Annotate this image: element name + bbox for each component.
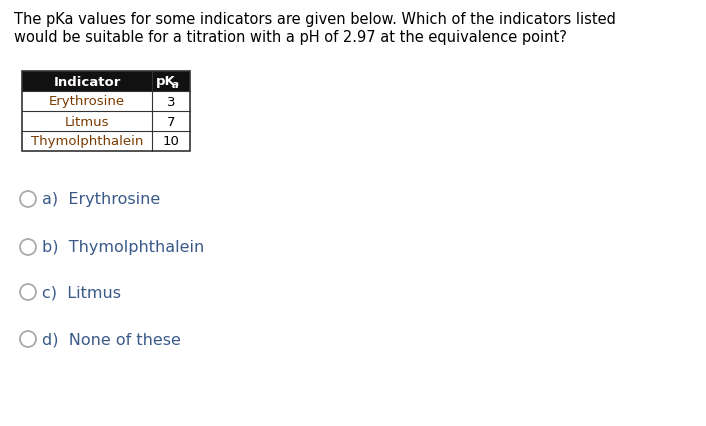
Text: would be suitable for a titration with a pH of 2.97 at the equivalence point?: would be suitable for a titration with a… [14, 30, 567, 45]
Text: Erythrosine: Erythrosine [49, 95, 125, 108]
Text: 10: 10 [162, 135, 179, 148]
Text: 3: 3 [167, 95, 175, 108]
Circle shape [20, 239, 36, 256]
Bar [22, 92, 190, 112]
Circle shape [20, 192, 36, 207]
Bar [22, 72, 190, 92]
Text: Litmus: Litmus [65, 115, 109, 128]
Text: a)  Erythrosine: a) Erythrosine [42, 192, 160, 207]
Circle shape [20, 284, 36, 300]
Text: Indicator: Indicator [54, 75, 121, 88]
Circle shape [20, 331, 36, 347]
Text: b)  Thymolphthalein: b) Thymolphthalein [42, 240, 204, 255]
Text: 7: 7 [167, 115, 175, 128]
Text: c)  Litmus: c) Litmus [42, 285, 121, 300]
Text: pK: pK [156, 75, 176, 88]
Bar [22, 112, 190, 132]
Text: a: a [172, 80, 179, 90]
Bar [22, 72, 190, 152]
Text: Thymolphthalein: Thymolphthalein [31, 135, 143, 148]
Text: d)  None of these: d) None of these [42, 332, 181, 347]
Text: The pKa values for some indicators are given below. Which of the indicators list: The pKa values for some indicators are g… [14, 12, 616, 27]
Bar [22, 132, 190, 152]
